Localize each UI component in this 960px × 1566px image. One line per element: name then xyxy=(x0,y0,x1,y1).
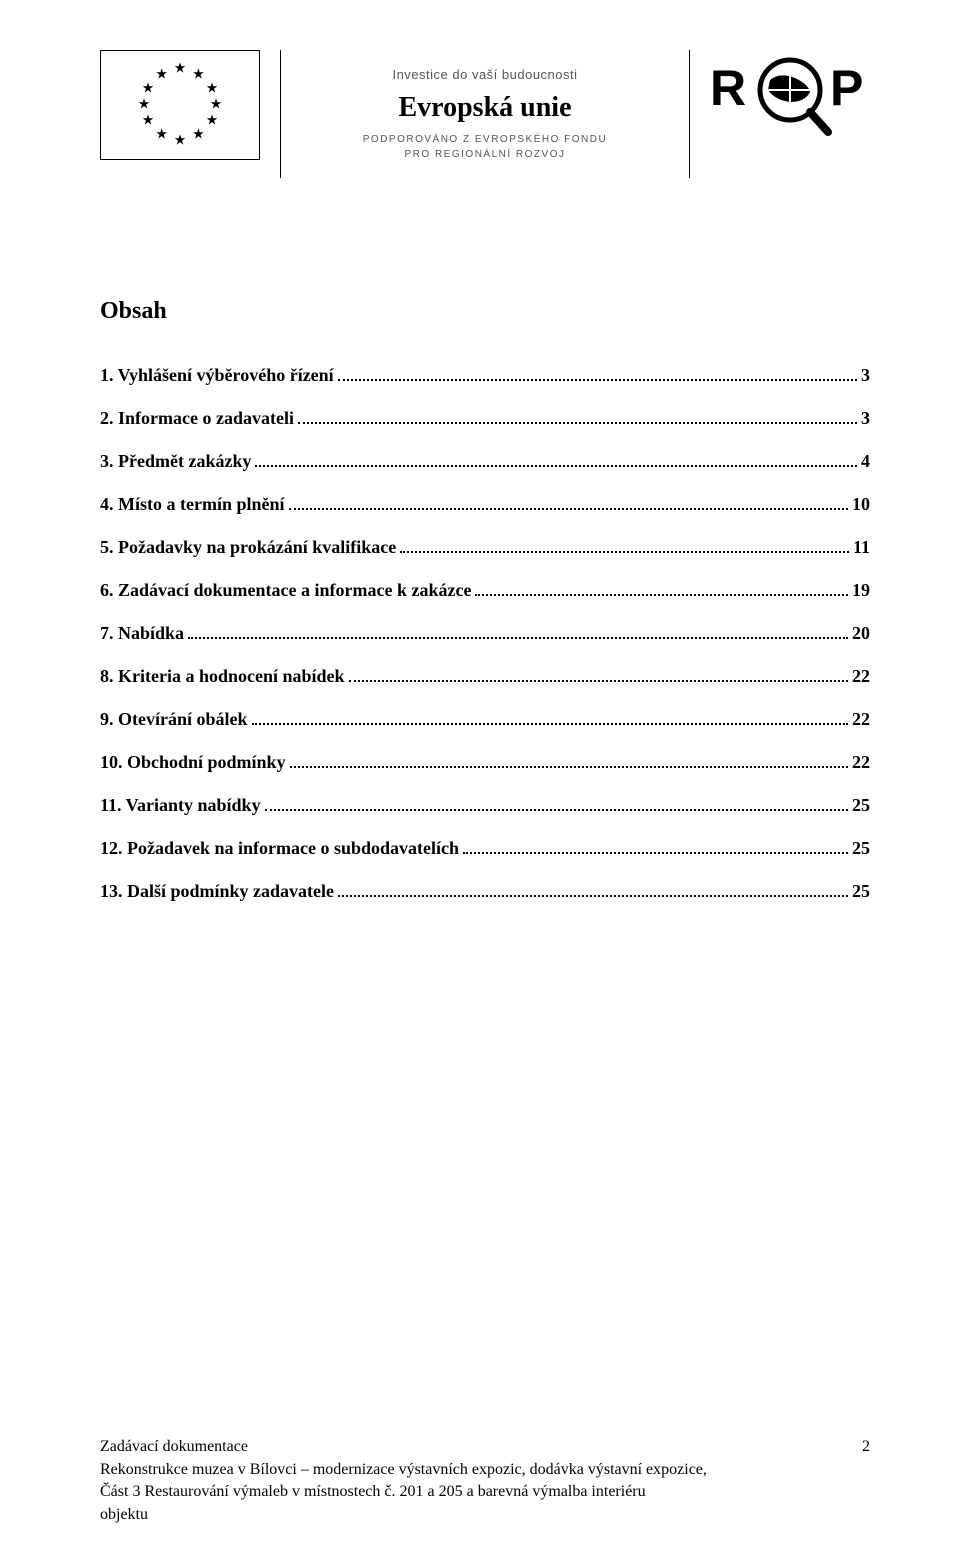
toc-item: 9. Otevírání obálek 22 xyxy=(100,709,870,730)
toc-item-label: 6. Zadávací dokumentace a informace k za… xyxy=(100,580,471,601)
toc-item: 5. Požadavky na prokázání kvalifikace 11 xyxy=(100,537,870,558)
toc-list: 1. Vyhlášení výběrového řízení32. Inform… xyxy=(100,365,870,902)
toc-leader-dots xyxy=(338,895,848,897)
toc-item-page: 11 xyxy=(853,537,870,558)
svg-text:P: P xyxy=(830,60,863,116)
toc-item-page: 4 xyxy=(861,451,870,472)
page-footer: Zadávací dokumentace Rekonstrukce muzea … xyxy=(100,1436,870,1526)
toc-leader-dots xyxy=(298,422,857,424)
eu-title: Evropská unie xyxy=(301,92,669,124)
footer-text-block: Zadávací dokumentace Rekonstrukce muzea … xyxy=(100,1436,832,1526)
toc-item-page: 19 xyxy=(852,580,870,601)
toc-item-page: 25 xyxy=(852,795,870,816)
toc-item-page: 22 xyxy=(852,752,870,773)
toc-item-label: 2. Informace o zadavateli xyxy=(100,408,294,429)
toc-item: 13. Další podmínky zadavatele 25 xyxy=(100,881,870,902)
toc-item: 6. Zadávací dokumentace a informace k za… xyxy=(100,580,870,601)
toc-item-label: 12. Požadavek na informace o subdodavate… xyxy=(100,838,459,859)
toc-leader-dots xyxy=(463,852,848,854)
page-number: 2 xyxy=(862,1436,870,1458)
header-logo-row: ★ ★ ★ ★ ★ ★ ★ ★ ★ ★ ★ ★ Investice do vaš… xyxy=(100,50,870,178)
toc-heading: Obsah xyxy=(100,298,870,325)
svg-text:R: R xyxy=(710,60,746,116)
toc-item-page: 22 xyxy=(852,666,870,687)
toc-item: 1. Vyhlášení výběrového řízení 3 xyxy=(100,365,870,386)
toc-item: 11. Varianty nabídky 25 xyxy=(100,795,870,816)
toc-item: 7. Nabídka 20 xyxy=(100,623,870,644)
toc-item: 10. Obchodní podmínky 22 xyxy=(100,752,870,773)
toc-item-label: 10. Obchodní podmínky xyxy=(100,752,286,773)
header-center-text: Investice do vaší budoucnosti Evropská u… xyxy=(280,50,690,178)
rop-logo-svg: R P xyxy=(710,50,870,150)
content-area: Obsah 1. Vyhlášení výběrového řízení32. … xyxy=(100,298,870,1436)
fund-line-1: PODPOROVÁNO Z EVROPSKÉHO FONDU xyxy=(301,132,669,147)
toc-item-label: 3. Předmět zakázky xyxy=(100,451,251,472)
toc-leader-dots xyxy=(475,594,848,596)
toc-item: 8. Kriteria a hodnocení nabídek 22 xyxy=(100,666,870,687)
toc-item-label: 9. Otevírání obálek xyxy=(100,709,248,730)
toc-leader-dots xyxy=(188,637,848,639)
toc-item: 3. Předmět zakázky 4 xyxy=(100,451,870,472)
toc-leader-dots xyxy=(338,379,857,381)
toc-item-label: 4. Místo a termín plnění xyxy=(100,494,285,515)
toc-item-label: 1. Vyhlášení výběrového řízení xyxy=(100,365,334,386)
footer-line-2: Rekonstrukce muzea v Bílovci – moderniza… xyxy=(100,1459,832,1481)
toc-item-label: 11. Varianty nabídky xyxy=(100,795,261,816)
eu-flag-box: ★ ★ ★ ★ ★ ★ ★ ★ ★ ★ ★ ★ xyxy=(100,50,260,160)
fund-line-2: PRO REGIONÁLNÍ ROZVOJ xyxy=(301,147,669,162)
toc-item-page: 22 xyxy=(852,709,870,730)
eu-star-ring: ★ ★ ★ ★ ★ ★ ★ ★ ★ ★ ★ ★ xyxy=(140,65,220,145)
eu-flag-logo: ★ ★ ★ ★ ★ ★ ★ ★ ★ ★ ★ ★ xyxy=(100,50,260,160)
toc-leader-dots xyxy=(400,551,849,553)
toc-leader-dots xyxy=(290,766,848,768)
toc-item-label: 5. Požadavky na prokázání kvalifikace xyxy=(100,537,396,558)
footer-line-1: Zadávací dokumentace xyxy=(100,1436,832,1458)
toc-item-label: 13. Další podmínky zadavatele xyxy=(100,881,334,902)
rop-logo: R P xyxy=(710,50,870,150)
footer-line-3: Část 3 Restaurování výmaleb v místnostec… xyxy=(100,1481,832,1503)
invest-tagline: Investice do vaší budoucnosti xyxy=(301,67,669,82)
toc-item-label: 8. Kriteria a hodnocení nabídek xyxy=(100,666,345,687)
toc-item-label: 7. Nabídka xyxy=(100,623,184,644)
toc-leader-dots xyxy=(252,723,849,725)
toc-item-page: 3 xyxy=(861,408,870,429)
toc-leader-dots xyxy=(349,680,848,682)
document-page: ★ ★ ★ ★ ★ ★ ★ ★ ★ ★ ★ ★ Investice do vaš… xyxy=(0,0,960,1566)
toc-item-page: 25 xyxy=(852,838,870,859)
footer-line-4: objektu xyxy=(100,1504,832,1526)
toc-item-page: 10 xyxy=(852,494,870,515)
toc-item-page: 25 xyxy=(852,881,870,902)
toc-item: 2. Informace o zadavateli 3 xyxy=(100,408,870,429)
toc-item: 12. Požadavek na informace o subdodavate… xyxy=(100,838,870,859)
toc-item: 4. Místo a termín plnění 10 xyxy=(100,494,870,515)
toc-leader-dots xyxy=(265,809,848,811)
toc-item-page: 20 xyxy=(852,623,870,644)
toc-leader-dots xyxy=(255,465,857,467)
toc-leader-dots xyxy=(289,508,849,510)
toc-item-page: 3 xyxy=(861,365,870,386)
